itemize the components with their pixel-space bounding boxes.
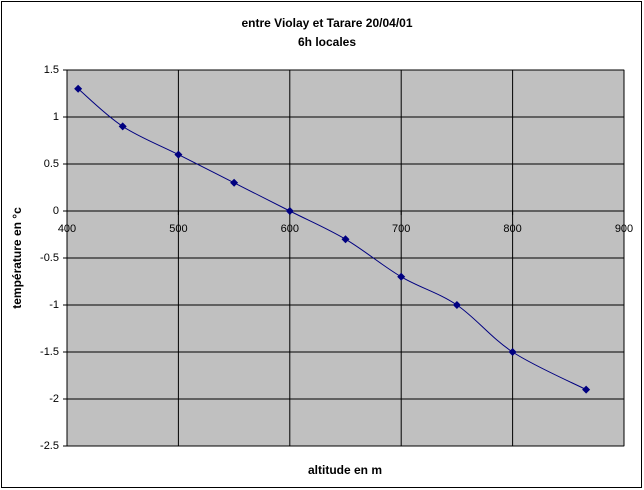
data-point bbox=[74, 84, 83, 93]
y-tick-label: -0.5 bbox=[40, 252, 59, 264]
x-tick-label: 700 bbox=[392, 223, 410, 235]
data-point bbox=[285, 207, 294, 215]
x-tick-label: 600 bbox=[281, 223, 299, 235]
y-tick-label: 0.5 bbox=[44, 158, 59, 170]
data-point bbox=[174, 150, 183, 159]
data-point bbox=[582, 385, 591, 394]
x-axis-label: altitude en m bbox=[308, 463, 382, 477]
x-tick-label: 900 bbox=[615, 223, 633, 235]
data-point bbox=[118, 122, 127, 131]
data-point bbox=[508, 348, 517, 356]
chart-subtitle: 6h locales bbox=[298, 35, 356, 49]
y-tick-label: -2 bbox=[49, 393, 59, 405]
y-tick-label: 0 bbox=[53, 205, 59, 217]
data-point bbox=[230, 178, 239, 187]
y-axis-label: température en °c bbox=[10, 207, 24, 309]
y-tick-label: -2.5 bbox=[40, 440, 59, 452]
data-point bbox=[397, 272, 406, 281]
data-line bbox=[77, 88, 587, 391]
y-tick-label: -1.5 bbox=[40, 346, 59, 358]
data-point bbox=[341, 235, 350, 244]
y-tick-label: 1.5 bbox=[44, 64, 59, 76]
x-tick-label: 800 bbox=[503, 223, 521, 235]
y-tick-label: -1 bbox=[49, 299, 59, 311]
x-tick-label: 500 bbox=[169, 223, 187, 235]
data-point bbox=[452, 301, 461, 309]
chart-title: entre Violay et Tarare 20/04/01 bbox=[242, 16, 413, 30]
y-tick-label: 1 bbox=[53, 111, 59, 123]
